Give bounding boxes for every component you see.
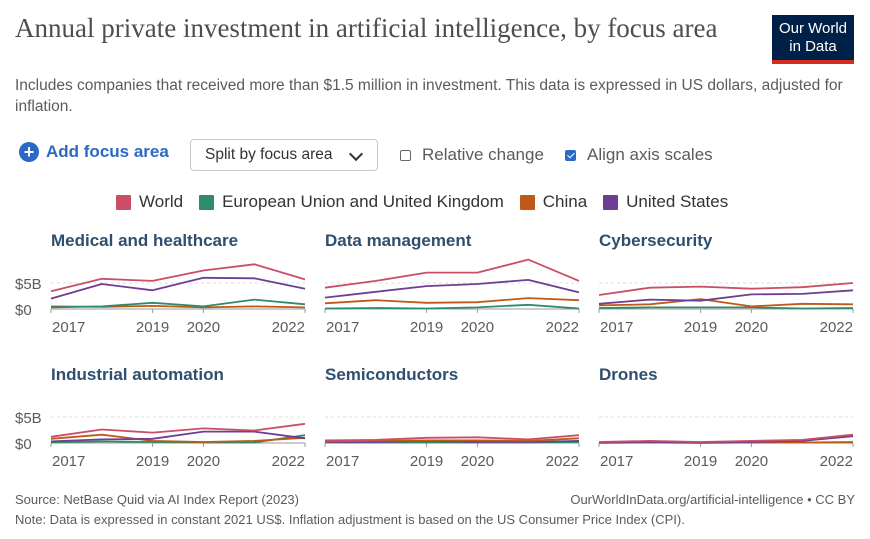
series-line-united-states-semiconductors xyxy=(325,439,580,443)
panel-title-semiconductors: Semiconductors xyxy=(325,365,458,384)
split-by-dropdown[interactable]: Split by focus area xyxy=(190,139,378,171)
source-url-link[interactable]: OurWorldInData.org/artificial-intelligen… xyxy=(570,492,855,507)
x-tick-label-drones: 2019 xyxy=(684,453,717,470)
series-line-china-cybersecurity xyxy=(598,298,854,308)
x-tick-label-industrial-automation: 2017 xyxy=(52,453,85,470)
relative-change-label: Relative change xyxy=(422,145,544,164)
x-tick-label-data-management: 2020 xyxy=(461,319,494,336)
legend-item-us[interactable]: United States xyxy=(603,192,728,212)
x-tick-label-cybersecurity: 2017 xyxy=(600,319,633,336)
x-tick-label-cybersecurity: 2019 xyxy=(684,319,717,336)
x-tick-label-data-management: 2019 xyxy=(410,319,443,336)
legend-swatch-us xyxy=(603,194,619,210)
align-axis-label: Align axis scales xyxy=(587,145,713,164)
x-tick-label-cybersecurity: 2020 xyxy=(735,319,768,336)
series-line-world-medical-and-healthcare xyxy=(50,263,306,293)
series-line-china-data-management xyxy=(324,297,580,305)
align-axis-box[interactable] xyxy=(565,149,576,161)
x-tick-label-industrial-automation: 2022 xyxy=(272,453,305,470)
legend-item-eu-uk[interactable]: European Union and United Kingdom xyxy=(199,192,504,212)
series-line-world-data-management xyxy=(324,258,580,289)
x-tick-label-medical-and-healthcare: 2022 xyxy=(272,319,305,336)
legend-swatch-world xyxy=(116,194,131,210)
y-tick-label-industrial-automation: $0 xyxy=(15,436,32,453)
logo-line-1: Our World xyxy=(778,20,848,37)
x-tick-label-drones: 2022 xyxy=(820,453,853,470)
series-line-world-drones xyxy=(598,433,854,443)
series-line-china-industrial-automation xyxy=(50,433,306,443)
relative-change-checkbox[interactable]: Relative change xyxy=(400,145,544,165)
logo-line-2: in Data xyxy=(789,38,837,55)
x-tick-label-data-management: 2017 xyxy=(326,319,359,336)
x-tick-label-industrial-automation: 2020 xyxy=(187,453,220,470)
legend-item-world[interactable]: World xyxy=(116,192,183,212)
y-tick-label-medical-and-healthcare: $0 xyxy=(15,302,32,319)
series-line-world-industrial-automation xyxy=(50,422,306,438)
legend-label-us: United States xyxy=(626,192,729,211)
plus-icon: + xyxy=(19,142,39,162)
series-line-world-semiconductors xyxy=(324,434,580,442)
series-line-united-states-data-management xyxy=(324,278,580,299)
series-line-china-semiconductors xyxy=(324,437,580,443)
series-line-united-states-medical-and-healthcare xyxy=(50,276,306,300)
legend-swatch-china xyxy=(519,194,535,210)
x-tick-label-drones: 2017 xyxy=(600,453,633,470)
split-by-label: Split by focus area xyxy=(205,146,333,163)
legend-label-china: China xyxy=(542,192,588,211)
legend-label-world: World xyxy=(139,192,184,211)
note-text: Note: Data is expressed in constant 2021… xyxy=(15,512,685,527)
x-tick-label-semiconductors: 2020 xyxy=(461,453,494,470)
y-tick-label-industrial-automation: $5B xyxy=(15,410,42,427)
x-tick-label-drones: 2020 xyxy=(735,453,768,470)
legend: World European Union and United Kingdom … xyxy=(116,192,744,212)
chart-subtitle: Includes companies that received more th… xyxy=(15,77,843,115)
add-focus-area-button[interactable]: + Add focus area xyxy=(19,142,169,162)
chart-title: Annual private investment in artificial … xyxy=(15,13,718,43)
owid-logo[interactable]: Our World in Data xyxy=(772,15,854,64)
x-tick-label-industrial-automation: 2019 xyxy=(136,453,169,470)
add-focus-area-label: Add focus area xyxy=(46,142,169,161)
source-text: Source: NetBase Quid via AI Index Report… xyxy=(15,492,299,507)
x-tick-label-medical-and-healthcare: 2020 xyxy=(187,319,220,336)
y-tick-label-medical-and-healthcare: $5B xyxy=(15,276,42,293)
x-tick-label-data-management: 2022 xyxy=(546,319,579,336)
x-tick-label-medical-and-healthcare: 2019 xyxy=(136,319,169,336)
footer: Source: NetBase Quid via AI Index Report… xyxy=(15,490,855,530)
small-multiples-charts: Medical and healthcare $5B $0 2017 2019 2020 2… xyxy=(15,231,854,470)
series-line-european-union-and-united-kingdom-medical-and-healthcare xyxy=(50,298,306,309)
align-axis-checkbox[interactable]: Align axis scales xyxy=(565,145,713,165)
panel-title-drones: Drones xyxy=(599,365,658,384)
legend-swatch-eu-uk xyxy=(199,194,215,210)
series-line-united-states-cybersecurity xyxy=(598,289,854,305)
panel-title-medical-and-healthcare: Medical and healthcare xyxy=(51,231,238,250)
panel-title-data-management: Data management xyxy=(325,231,472,250)
panel-title-cybersecurity: Cybersecurity xyxy=(599,231,713,250)
panel-title-industrial-automation: Industrial automation xyxy=(51,365,224,384)
legend-label-eu-uk: European Union and United Kingdom xyxy=(222,192,504,211)
x-tick-label-cybersecurity: 2022 xyxy=(820,319,853,336)
controls-bar: + Add focus area Split by focus area Rel… xyxy=(15,139,855,171)
x-tick-label-medical-and-healthcare: 2017 xyxy=(52,319,85,336)
relative-change-box[interactable] xyxy=(400,149,411,161)
x-tick-label-semiconductors: 2019 xyxy=(410,453,443,470)
series-line-united-states-industrial-automation xyxy=(50,430,306,443)
series-line-european-union-and-united-kingdom-data-management xyxy=(324,303,580,310)
series-line-world-cybersecurity xyxy=(598,282,854,296)
series-line-european-union-and-united-kingdom-cybersecurity xyxy=(598,306,854,310)
x-tick-label-semiconductors: 2017 xyxy=(326,453,359,470)
legend-item-china[interactable]: China xyxy=(519,192,588,212)
x-tick-label-semiconductors: 2022 xyxy=(546,453,579,470)
